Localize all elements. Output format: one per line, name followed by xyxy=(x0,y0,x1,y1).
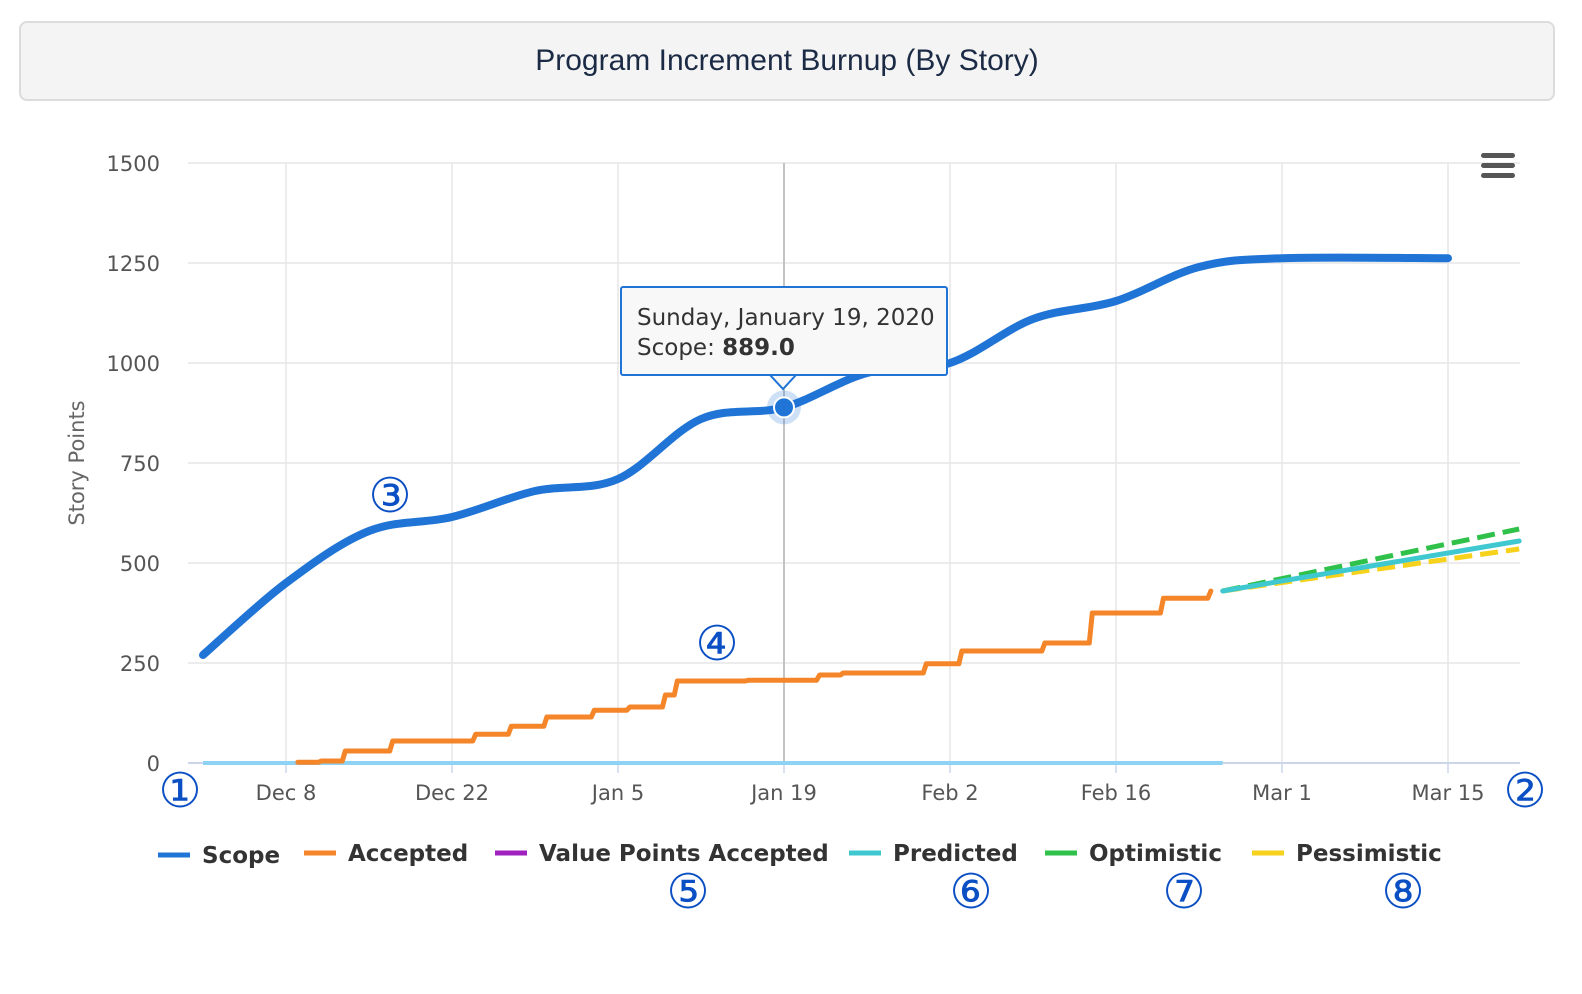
y-tick-label: 750 xyxy=(120,452,160,476)
x-tick-label: Dec 22 xyxy=(415,781,489,805)
y-tick-label: 500 xyxy=(120,552,160,576)
legend-label-optimistic: Optimistic xyxy=(1089,841,1222,867)
legend-label-accepted: Accepted xyxy=(348,841,468,867)
annotation-marker-5: ⑤ xyxy=(666,864,709,920)
tooltip-value-line: Scope: 889.0 xyxy=(637,333,946,363)
annotation-marker-8: ⑧ xyxy=(1381,864,1424,920)
x-tick-label: Feb 16 xyxy=(1081,781,1152,805)
y-axis-title: Story Points xyxy=(65,400,89,525)
legend-label-predicted: Predicted xyxy=(893,841,1018,867)
y-tick-label: 1000 xyxy=(107,352,160,376)
tooltip-value: 889.0 xyxy=(722,335,795,361)
series-line-predicted xyxy=(1220,538,1522,594)
annotation-marker-1: ① xyxy=(158,763,201,819)
legend-label-scope: Scope xyxy=(202,843,280,869)
x-tick-label: Mar 15 xyxy=(1411,781,1484,805)
series-line-accepted xyxy=(295,588,1214,765)
annotation-marker-3: ③ xyxy=(368,468,411,524)
tooltip: Sunday, January 19, 2020 Scope: 889.0 xyxy=(620,286,948,376)
y-tick-label: 0 xyxy=(147,752,160,776)
x-tick-label: Jan 5 xyxy=(590,781,644,805)
x-tick-label: Dec 8 xyxy=(256,781,317,805)
legend-label-pessimistic: Pessimistic xyxy=(1296,841,1442,867)
chart-title-bar: Program Increment Burnup (By Story) xyxy=(19,21,1555,101)
legend-label-value-points-accepted: Value Points Accepted xyxy=(539,841,829,867)
y-tick-label: 250 xyxy=(120,652,160,676)
y-tick-label: 1250 xyxy=(107,252,160,276)
hover-point xyxy=(773,396,795,419)
x-tick-label: Jan 19 xyxy=(749,781,817,805)
tooltip-label: Scope: xyxy=(637,335,715,361)
y-tick-label: 1500 xyxy=(107,152,160,176)
annotation-marker-6: ⑥ xyxy=(949,864,992,920)
hamburger-menu-icon[interactable] xyxy=(1478,150,1518,186)
annotation-marker-7: ⑦ xyxy=(1162,864,1205,920)
annotation-marker-4: ④ xyxy=(695,616,738,672)
x-tick-label: Mar 1 xyxy=(1252,781,1312,805)
annotation-marker-2: ② xyxy=(1503,763,1546,819)
chart-title: Program Increment Burnup (By Story) xyxy=(535,44,1039,77)
series-line-pessimistic xyxy=(1222,546,1520,594)
tooltip-date: Sunday, January 19, 2020 xyxy=(637,305,935,331)
x-tick-label: Feb 2 xyxy=(921,781,978,805)
tooltip-pointer xyxy=(769,374,797,391)
